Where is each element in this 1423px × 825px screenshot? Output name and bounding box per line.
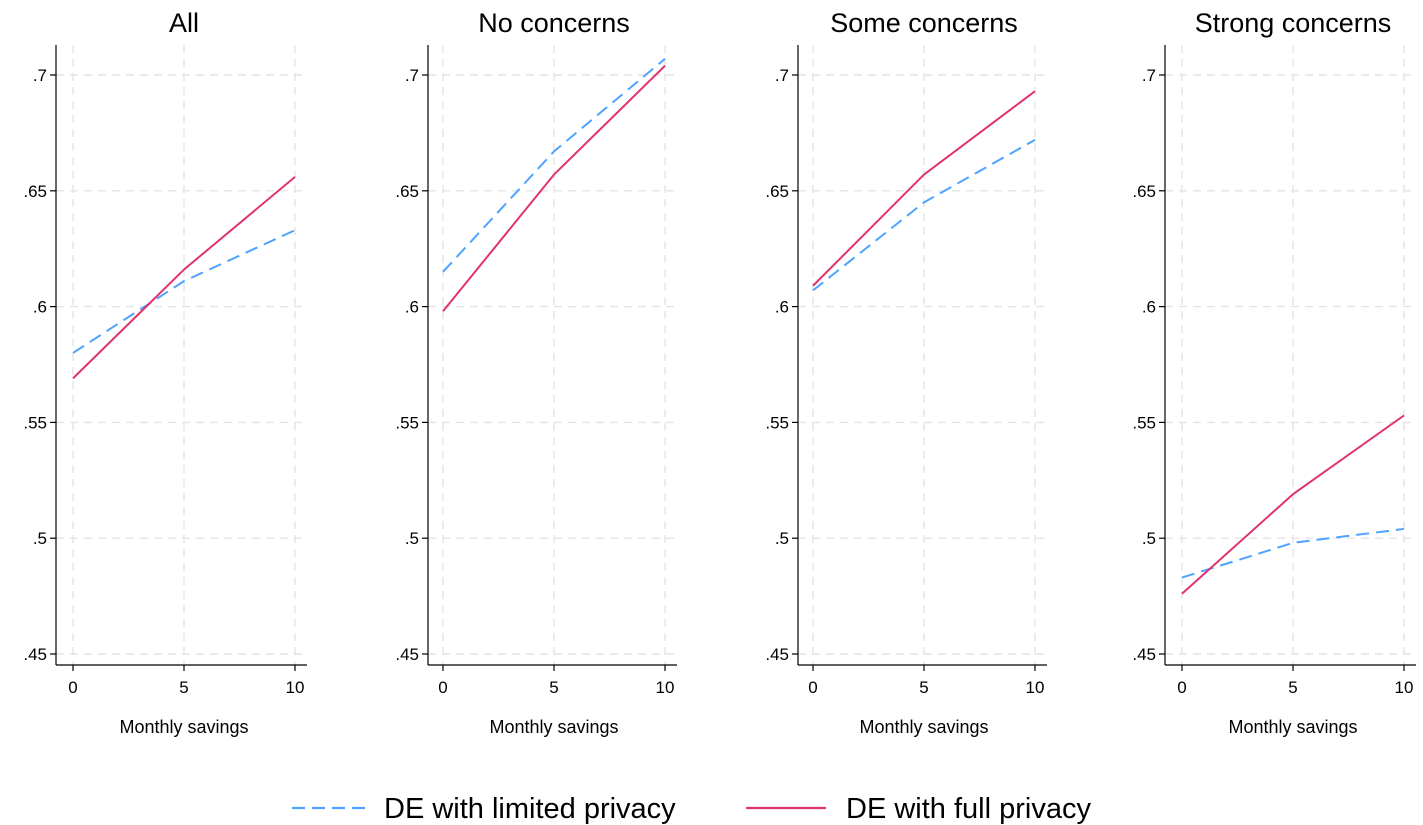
- x-tick-label: 0: [1177, 678, 1186, 697]
- x-tick-label: 10: [656, 678, 675, 697]
- x-axis-title: Monthly savings: [859, 717, 988, 737]
- panel-0: All .45 .5 .55 .6 .65 .7 0 5 10 Monthly savings: [23, 8, 307, 737]
- y-tick-label: .6: [775, 298, 789, 317]
- series-line-full-privacy: [442, 65, 666, 312]
- y-tick-label: .7: [33, 66, 47, 85]
- x-tick-label: 5: [179, 678, 188, 697]
- y-tick-label: .7: [1142, 66, 1156, 85]
- y-tick-label: .55: [765, 413, 789, 432]
- panel-title: All: [169, 8, 199, 38]
- y-tick-label: .65: [23, 182, 47, 201]
- legend-label-limited-privacy: DE with limited privacy: [384, 793, 676, 825]
- y-tick-label: .65: [1132, 182, 1156, 201]
- panel-1: No concerns .45 .5 .55 .6 .65 .7 0 5 10 Monthly sa…: [395, 8, 677, 737]
- y-tick-label: .6: [33, 298, 47, 317]
- x-tick-label: 10: [1026, 678, 1045, 697]
- x-tick-label: 10: [286, 678, 305, 697]
- y-tick-label: .5: [1142, 529, 1156, 548]
- series-line-limited-privacy: [812, 138, 1036, 292]
- x-axis-title: Monthly savings: [489, 717, 618, 737]
- panel-3: Strong concerns .45 .5 .55 .6 .65 .7 0 5 10 Monthl…: [1132, 8, 1416, 737]
- series-line-full-privacy: [812, 90, 1036, 287]
- x-tick-label: 0: [808, 678, 817, 697]
- series-line-limited-privacy: [442, 58, 666, 273]
- x-tick-label: 0: [68, 678, 77, 697]
- y-tick-label: .65: [395, 182, 419, 201]
- y-tick-label: .45: [765, 645, 789, 664]
- y-tick-label: .7: [775, 66, 789, 85]
- y-tick-label: .45: [395, 645, 419, 664]
- x-tick-label: 5: [1288, 678, 1297, 697]
- y-tick-label: .7: [405, 66, 419, 85]
- x-axis-title: Monthly savings: [1228, 717, 1357, 737]
- legend: DE with limited privacy DE with full pri…: [292, 793, 1091, 825]
- panel-2: Some concerns .45 .5 .55 .6 .65 .7 0 5 10 Monthly …: [765, 8, 1047, 737]
- series-line-full-privacy: [72, 176, 296, 380]
- y-tick-label: .45: [1132, 645, 1156, 664]
- series-line-limited-privacy: [72, 229, 296, 354]
- panel-title: Some concerns: [830, 8, 1018, 38]
- x-tick-label: 5: [919, 678, 928, 697]
- y-tick-label: .55: [395, 413, 419, 432]
- y-tick-label: .5: [775, 529, 789, 548]
- x-axis-title: Monthly savings: [119, 717, 248, 737]
- x-tick-label: 10: [1395, 678, 1414, 697]
- x-tick-label: 0: [438, 678, 447, 697]
- series-line-limited-privacy: [1181, 527, 1405, 579]
- y-tick-label: .65: [765, 182, 789, 201]
- x-tick-label: 5: [549, 678, 558, 697]
- y-tick-label: .5: [33, 529, 47, 548]
- panel-title: No concerns: [478, 8, 630, 38]
- y-tick-label: .6: [1142, 298, 1156, 317]
- series-line-full-privacy: [1181, 414, 1405, 595]
- y-tick-label: .6: [405, 298, 419, 317]
- y-tick-label: .5: [405, 529, 419, 548]
- y-tick-label: .55: [1132, 413, 1156, 432]
- y-tick-label: .45: [23, 645, 47, 664]
- panel-title: Strong concerns: [1195, 8, 1392, 38]
- legend-label-full-privacy: DE with full privacy: [846, 793, 1091, 825]
- y-tick-label: .55: [23, 413, 47, 432]
